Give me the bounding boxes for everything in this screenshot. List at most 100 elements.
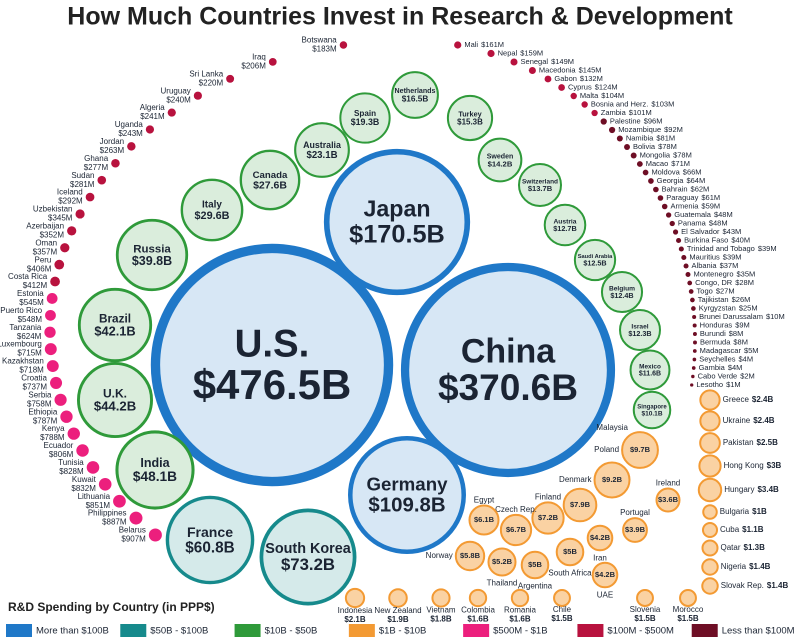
country-label: Lithuania <box>78 492 111 501</box>
country-label: Russia <box>133 243 171 255</box>
value-label: $1.1B <box>742 525 764 534</box>
value-label: $787M <box>33 416 58 425</box>
country-name: Gambia <box>699 363 726 372</box>
value-label: $44.2B <box>94 399 136 414</box>
country-name: Mozambique <box>618 125 661 134</box>
bubble <box>681 254 687 261</box>
country-label: Greece $2.4B <box>723 395 774 404</box>
value-label: $9.7B <box>630 445 651 454</box>
value-label: $2M <box>740 371 755 380</box>
bubble <box>697 477 723 503</box>
bubble <box>76 444 89 457</box>
bubble <box>167 108 176 117</box>
country-label: Botswana <box>302 36 338 45</box>
bubble <box>487 547 517 577</box>
country-label: Costa Rica <box>8 272 48 281</box>
bubble <box>573 238 617 282</box>
bubble <box>127 142 136 151</box>
country-name: Cuba <box>720 525 740 534</box>
bubble <box>148 528 162 542</box>
bubble <box>630 152 637 159</box>
country-label: Romania <box>504 605 537 614</box>
bubble <box>562 487 598 523</box>
country-name: Bosnia and Herz. <box>591 99 649 108</box>
country-label: Luxembourg <box>0 340 42 349</box>
country-label: Jordan <box>100 137 124 146</box>
country-name: Gabon <box>554 74 577 83</box>
bubble <box>50 376 63 389</box>
bubble <box>259 508 357 606</box>
value-label: $39M <box>758 244 777 253</box>
country-label: Croatia <box>21 374 47 383</box>
bubble <box>692 323 697 328</box>
value-label: $737M <box>23 383 48 392</box>
value-label: $5B <box>528 560 542 569</box>
value-label: $78M <box>673 150 692 159</box>
country-name: Montenegro <box>693 269 733 278</box>
country-label: Zambia $101M <box>601 108 652 117</box>
bubble <box>77 362 153 438</box>
country-name: Armenia <box>670 201 699 210</box>
country-label: Mongolia $78M <box>640 150 692 159</box>
value-label: $412M <box>23 281 48 290</box>
value-label: $73.2B <box>281 555 335 574</box>
value-label: $12.5B <box>583 258 606 267</box>
country-label: Nigeria $1.4B <box>721 562 771 571</box>
value-label: $1.4B <box>767 581 789 590</box>
country-label: U.K. <box>103 386 127 400</box>
value-label: $241M <box>140 112 165 121</box>
country-label: Colombia <box>461 605 495 614</box>
bubble <box>113 494 126 508</box>
country-label: Italy <box>202 200 222 211</box>
country-label: Ireland <box>656 479 680 488</box>
country-label: Tajikistan $26M <box>698 295 751 304</box>
country-name: Guatemala <box>674 210 712 219</box>
value-label: $7.9B <box>570 500 591 509</box>
value-label: $1.4B <box>749 562 771 571</box>
bubble <box>528 66 536 75</box>
country-name: Senegal <box>521 57 549 66</box>
country-label: Panama $48M <box>678 218 728 227</box>
country-label: Albania $37M <box>692 261 739 270</box>
bubble <box>653 186 659 193</box>
country-name: Panama <box>678 218 707 227</box>
value-label: $1.5B <box>677 614 699 623</box>
value-label: $48M <box>709 218 728 227</box>
country-label: Chile <box>553 605 572 614</box>
value-label: $96M <box>644 116 663 125</box>
bubble <box>323 148 471 296</box>
value-label: $9.2B <box>602 475 623 484</box>
bubble <box>679 589 697 607</box>
value-label: $78M <box>658 142 677 151</box>
country-name: Ukraine <box>723 416 751 425</box>
country-name: Malta <box>580 91 599 100</box>
country-label: Azerbaijan <box>26 221 64 230</box>
value-label: $277M <box>84 163 109 172</box>
bubble <box>115 218 189 292</box>
bubble <box>226 74 235 83</box>
country-label: Portugal <box>620 508 650 517</box>
bubble <box>698 454 722 478</box>
value-label: $9M <box>735 320 750 329</box>
country-label: Moldova $66M <box>651 167 701 176</box>
country-label: Turkey <box>458 109 482 118</box>
value-label: $25M <box>739 303 758 312</box>
bubble <box>692 349 697 353</box>
bubble <box>600 118 607 125</box>
bubble <box>44 343 57 356</box>
bubble <box>702 504 718 520</box>
bubble <box>693 340 697 345</box>
value-label: $832M <box>71 484 96 493</box>
country-label: Macedonia $145M <box>539 65 602 74</box>
value-label: $35M <box>737 269 756 278</box>
country-label: Ethiopia <box>28 407 57 416</box>
value-label: $2.4B <box>752 395 774 404</box>
bubble <box>699 389 721 411</box>
country-label: Congo, DR $28M <box>695 278 754 287</box>
value-label: $715M <box>17 349 42 358</box>
country-label: Malta $104M <box>580 91 624 100</box>
bubble <box>657 195 664 201</box>
country-label: Iran <box>593 553 607 562</box>
country-label: India <box>140 456 170 470</box>
value-label: $42.1B <box>94 323 135 338</box>
